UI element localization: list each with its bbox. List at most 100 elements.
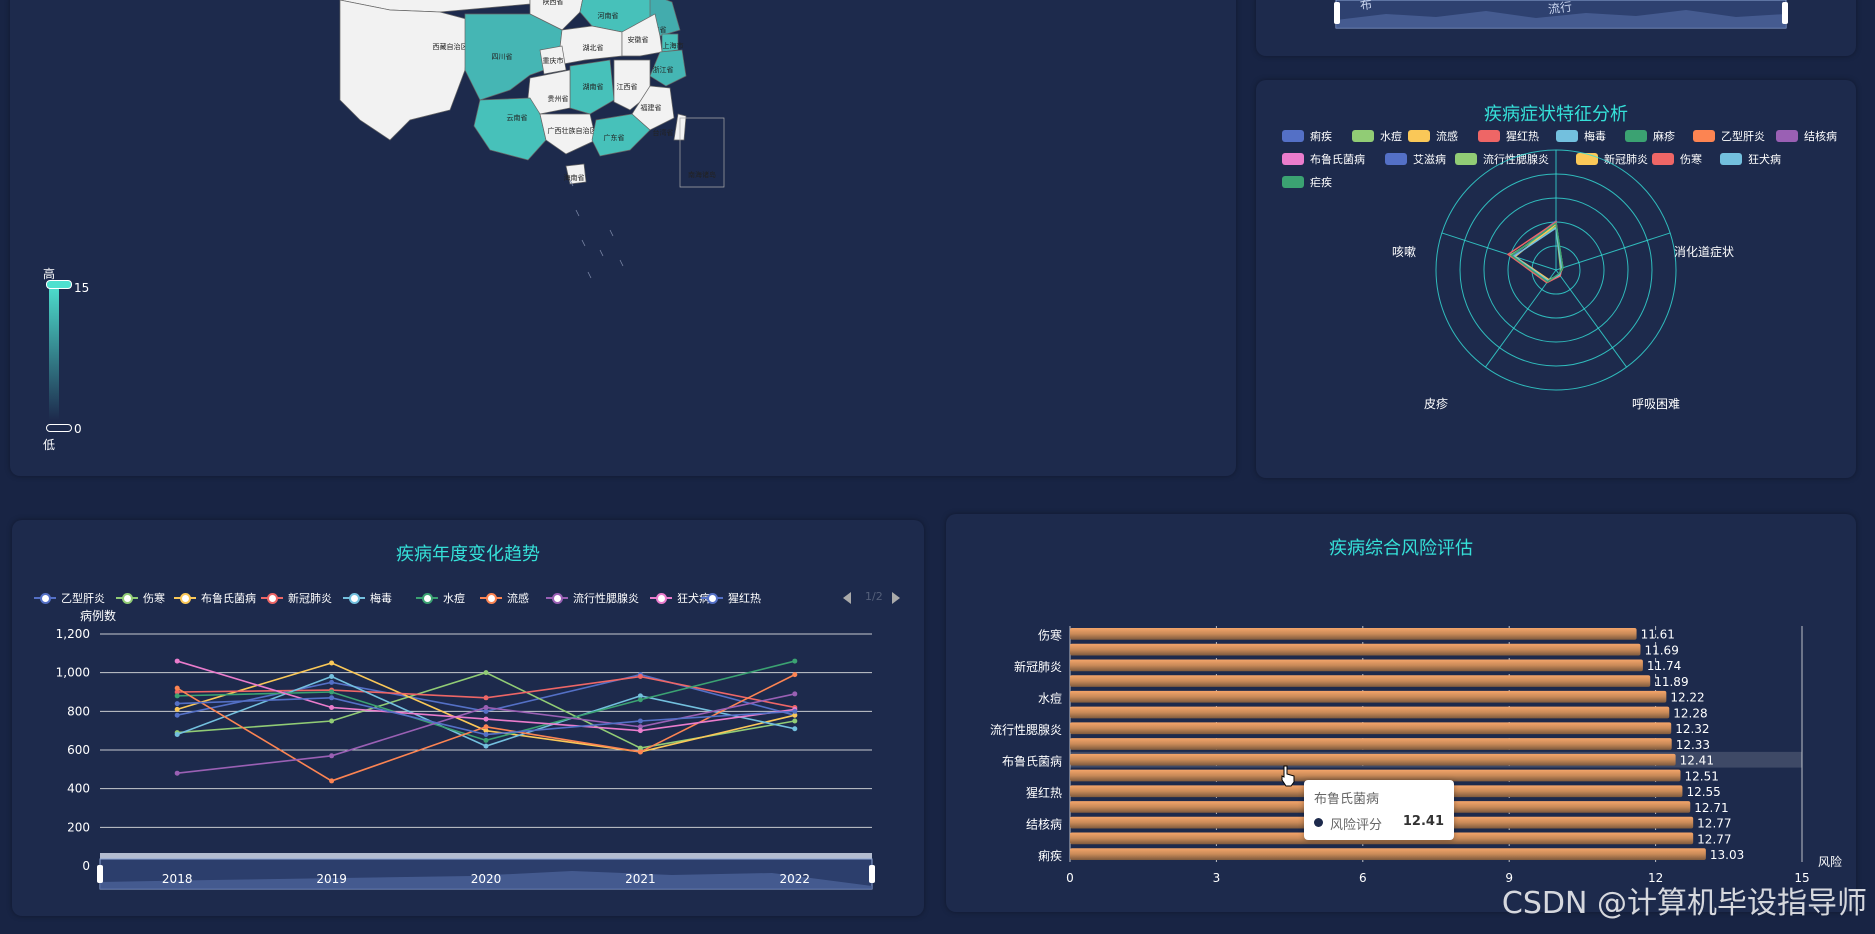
radar-legend-item[interactable]: 流行性腮腺炎	[1455, 151, 1549, 167]
bar	[1070, 690, 1667, 703]
line-legend-label: 布鲁氏菌病	[201, 592, 256, 605]
line-point	[174, 701, 180, 707]
line-legend-item[interactable]: 梅毒	[343, 590, 392, 606]
radar-legend-swatch	[1282, 130, 1304, 142]
radar-legend-label: 猩红热	[1506, 130, 1539, 143]
radar-legend-item[interactable]: 乙型肝炎	[1693, 128, 1765, 144]
legend-next-arrow[interactable]	[892, 592, 900, 604]
radar-legend-swatch	[1652, 153, 1674, 165]
line-point	[483, 728, 489, 734]
radar-legend-item[interactable]: 麻疹	[1625, 128, 1675, 144]
line-legend-item[interactable]: 猩红热	[701, 590, 761, 606]
line-point	[329, 778, 335, 784]
bar	[1070, 659, 1643, 672]
radar-indicator-label: 皮疹	[1424, 396, 1448, 411]
bar	[1070, 848, 1706, 860]
tooltip-label: 风险评分	[1330, 818, 1383, 833]
map-province-label: 上海市	[663, 41, 684, 50]
radar-legend-item[interactable]: 艾滋病	[1385, 151, 1446, 167]
visualmap-bottom-handle[interactable]	[46, 424, 72, 432]
bar-category-label: 布鲁氏菌病	[1002, 754, 1062, 769]
map-province-label: 贵州省	[548, 94, 569, 103]
radar-legend-item[interactable]: 猩红热	[1478, 128, 1539, 144]
line-ytick-label: 200	[67, 820, 90, 834]
tooltip-title: 布鲁氏菌病	[1314, 792, 1380, 807]
line-point	[174, 732, 180, 738]
line-legend-item[interactable]: 乙型肝炎	[34, 590, 105, 606]
bar-category-label: 流行性腮腺炎	[990, 723, 1062, 737]
radar-legend-item[interactable]: 布鲁氏菌病	[1282, 151, 1365, 167]
map-province-label: 四川省	[492, 52, 513, 61]
line-legend-item[interactable]: 狂犬病	[650, 590, 710, 606]
map-province	[473, 97, 547, 161]
line-legend-item[interactable]: 流行性腮腺炎	[546, 590, 639, 606]
line-legend-item[interactable]: 伤寒	[116, 590, 165, 606]
radar-legend-item[interactable]: 水痘	[1352, 128, 1402, 144]
visualmap-gradient-bar[interactable]	[49, 284, 59, 420]
bar-xtick-label: 12	[1648, 871, 1663, 885]
line-legend-label: 新冠肺炎	[288, 592, 332, 605]
bar-xtick-label: 3	[1213, 871, 1221, 885]
bar-value-label: 12.22	[1670, 691, 1704, 705]
visualmap-high-label: 高	[43, 267, 56, 281]
map-province-label: 湖北省	[583, 43, 604, 52]
radar-legend-swatch	[1385, 153, 1407, 165]
line-point	[637, 724, 643, 730]
radar-legend-item[interactable]: 狂犬病	[1720, 151, 1781, 167]
line-point	[483, 724, 489, 730]
line-legend-item[interactable]: 布鲁氏菌病	[174, 590, 256, 606]
line-legend-label: 狂犬病	[677, 592, 710, 605]
radar-axis	[1485, 269, 1557, 368]
legend-page-indicator: 1/2	[865, 590, 883, 603]
legend-prev-arrow[interactable]	[843, 592, 851, 604]
line-point	[329, 660, 335, 666]
line-xtick-label: 2019	[316, 872, 347, 886]
line-point	[792, 708, 798, 714]
radar-legend-item[interactable]: 结核病	[1776, 128, 1837, 144]
line-point	[792, 726, 798, 732]
bar-value-label: 12.77	[1697, 817, 1731, 831]
island-mark	[587, 271, 592, 279]
bar	[1070, 706, 1670, 719]
line-legend-item[interactable]: 流感	[480, 590, 529, 606]
bar-value-label: 12.41	[1680, 754, 1714, 768]
map-province-label: 南海诸岛	[688, 170, 716, 179]
line-point	[483, 737, 489, 743]
bar-value-label: 12.55	[1686, 785, 1720, 799]
bar	[1070, 738, 1672, 750]
line-point	[174, 658, 180, 664]
radar-legend-item[interactable]: 梅毒	[1556, 128, 1606, 144]
radar-legend-item[interactable]: 痢疾	[1282, 128, 1332, 144]
bar-value-label: 11.89	[1654, 675, 1688, 689]
bar-category-label: 伤寒	[1038, 628, 1062, 643]
line-legend-item[interactable]: 水痘	[416, 590, 465, 606]
map-province-label: 安徽省	[628, 35, 649, 44]
bar-xtick-label: 15	[1794, 871, 1809, 885]
line-point	[329, 674, 335, 680]
cursor-icon	[1281, 765, 1295, 787]
line-legend-swatch	[343, 592, 365, 604]
visualmap-top-handle[interactable]	[46, 280, 72, 289]
line-point	[792, 691, 798, 697]
bar-title: 疾病综合风险评估	[1329, 538, 1473, 559]
radar-legend-label: 狂犬病	[1748, 153, 1781, 166]
radar-legend-item[interactable]: 伤寒	[1652, 151, 1702, 167]
line-point	[174, 693, 180, 699]
radar-legend-item[interactable]: 流感	[1408, 128, 1458, 144]
bar	[1070, 643, 1641, 656]
line-legend-swatch	[116, 592, 138, 604]
line-point	[792, 672, 798, 678]
line-zoom-area	[100, 871, 872, 889]
bar-category-label: 痢疾	[1038, 848, 1062, 863]
radar-legend-label: 艾滋病	[1413, 153, 1446, 166]
radar-legend-swatch	[1478, 130, 1500, 142]
bar	[1070, 722, 1672, 735]
bar	[1070, 753, 1676, 766]
line-xtick-label: 2018	[162, 872, 193, 886]
sparkline-zoom[interactable]	[1256, 0, 1856, 56]
line-point	[637, 718, 643, 724]
line-point	[637, 693, 643, 699]
radar-legend-item[interactable]: 疟疾	[1282, 174, 1332, 190]
line-legend-item[interactable]: 新冠肺炎	[261, 590, 332, 606]
